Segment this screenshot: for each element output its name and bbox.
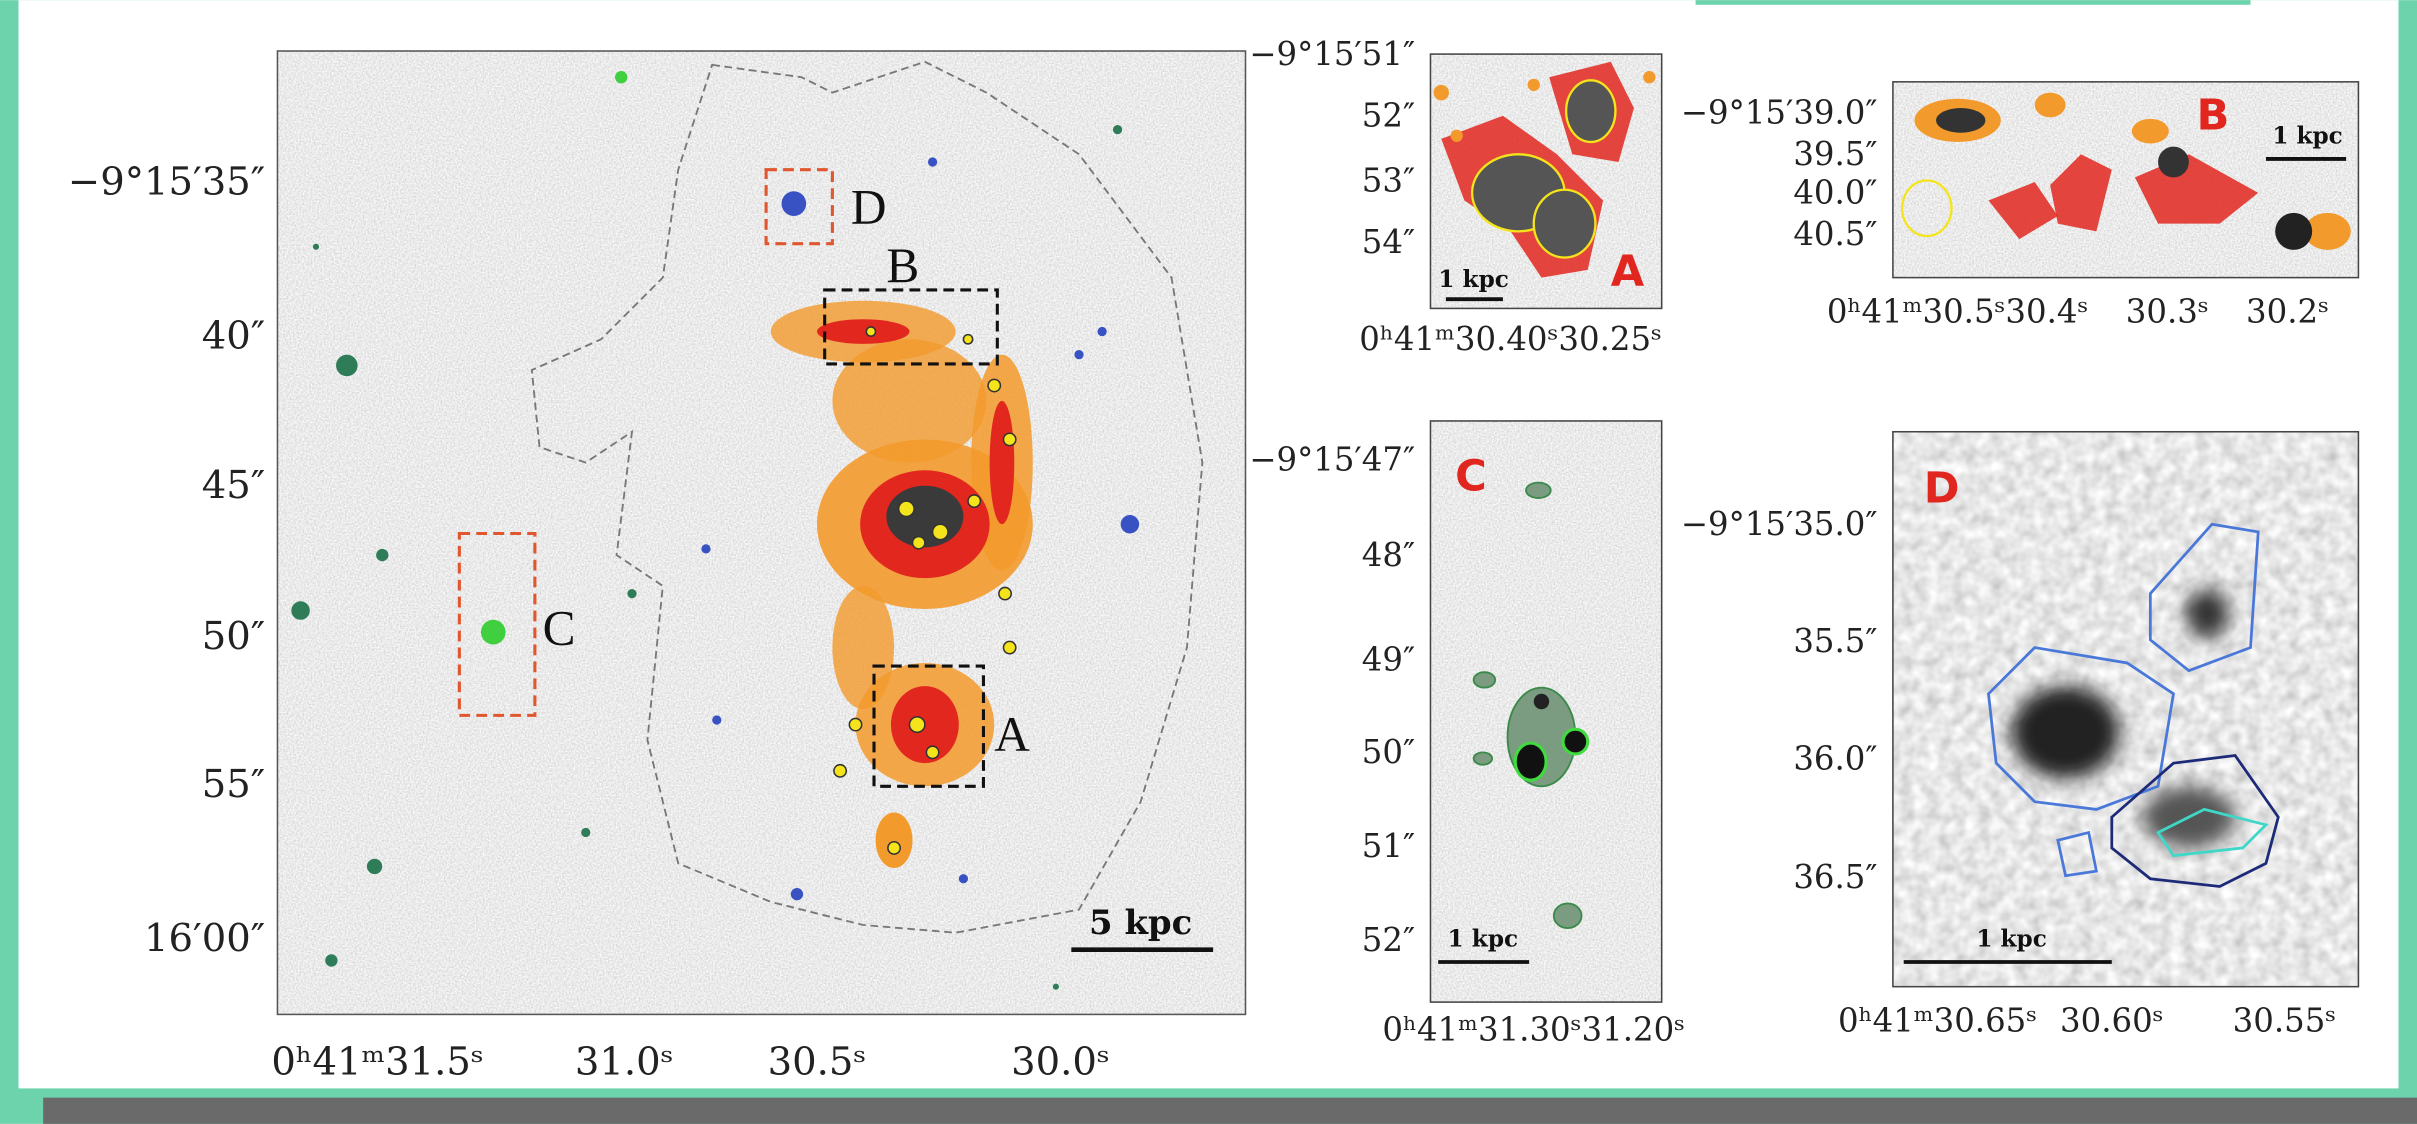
inset-panel: A 1 kpc −9°15′51″ 52″ 53″ 54″ 0ʰ41ᵐ30.40… xyxy=(1249,35,1663,358)
frame-tab xyxy=(1695,0,2251,5)
y-label: 16′00″ xyxy=(144,916,265,961)
x-label: 30.55ˢ xyxy=(2233,1001,2337,1039)
region-box xyxy=(823,288,999,366)
y-label: 36.0″ xyxy=(1793,739,1877,777)
x-label: 30.0ˢ xyxy=(1011,1040,1110,1085)
star-forming-regions xyxy=(770,300,1033,868)
region-box xyxy=(764,168,834,246)
panel-letter: D xyxy=(1924,464,1960,514)
blue-sources xyxy=(701,157,1140,901)
y-label: 52″ xyxy=(1362,921,1415,959)
y-label: 45″ xyxy=(202,463,265,508)
x-label: 0ʰ41ᵐ30.5ˢ30.4ˢ xyxy=(1827,292,2089,330)
y-label: −9°15′47″ xyxy=(1249,440,1415,478)
y-label: 54″ xyxy=(1362,223,1415,261)
panel-border xyxy=(1892,81,2360,279)
frame-shadow xyxy=(43,1097,2417,1124)
x-label: 0ʰ41ᵐ31.5ˢ xyxy=(271,1040,484,1085)
y-label: −9°15′35.0″ xyxy=(1681,505,1878,543)
y-label: 50″ xyxy=(202,614,265,659)
y-label: 35.5″ xyxy=(1793,622,1877,660)
y-label: 40.5″ xyxy=(1793,215,1877,253)
y-label: 40.0″ xyxy=(1793,174,1877,212)
inset-panel: B 1 kpc −9°15′39.0″ 39.5″ 40.0″ 40.5″ 0ʰ… xyxy=(1681,81,2360,330)
panel-letter: A xyxy=(1611,246,1645,296)
scale-label: 1 kpc xyxy=(1448,926,1518,953)
y-label: −9°15′35″ xyxy=(68,159,265,204)
panel-letter: B xyxy=(2197,91,2230,141)
scale-label: 1 kpc xyxy=(1976,926,2046,953)
y-label: 51″ xyxy=(1362,827,1415,865)
x-label: 0ʰ41ᵐ30.65ˢ xyxy=(1838,1001,2037,1039)
y-label: 49″ xyxy=(1362,641,1415,679)
main-panel: D B A C 5 kpc −9°15′35″ 40″ 45″ 50″ 55″ … xyxy=(68,50,1247,1085)
x-label: 30.60ˢ xyxy=(2060,1001,2164,1039)
region-box xyxy=(872,664,985,788)
image-background xyxy=(277,51,1246,1015)
y-label: −9°15′51″ xyxy=(1249,35,1415,73)
inset-panel: C 1 kpc −9°15′47″ 48″ 49″ 50″ 51″ 52″ 0ʰ… xyxy=(1249,420,1685,1049)
inset-panel: D 1 kpc −9°15′35.0″ 35.5″ 36.0″ 36.5″ 0ʰ… xyxy=(1681,430,2360,1039)
region-box xyxy=(457,531,537,717)
x-label: 30.5ˢ xyxy=(768,1040,867,1085)
panel-border xyxy=(276,50,1247,1016)
image-background xyxy=(1892,431,2359,987)
panel-border xyxy=(1429,53,1663,310)
galaxy-outline xyxy=(530,60,1204,934)
x-label: 0ʰ41ᵐ30.40ˢ30.25ˢ xyxy=(1359,320,1662,358)
panel-border xyxy=(1429,420,1663,1003)
scale-label: 1 kpc xyxy=(1438,266,1508,293)
y-label: 53″ xyxy=(1362,161,1415,199)
x-label: 31.0ˢ xyxy=(575,1040,674,1085)
y-label: 40″ xyxy=(202,314,265,359)
x-label: 30.2ˢ xyxy=(2246,292,2329,330)
region-label: D xyxy=(851,180,887,235)
y-label: 36.5″ xyxy=(1793,858,1877,896)
panel-letter: C xyxy=(1455,451,1487,501)
y-label: 50″ xyxy=(1362,733,1415,771)
region-label: B xyxy=(886,238,919,293)
green-sources xyxy=(291,71,1123,990)
y-label: −9°15′39.0″ xyxy=(1681,93,1878,131)
y-label: 48″ xyxy=(1362,536,1415,574)
region-label: C xyxy=(543,600,576,655)
x-label: 30.3ˢ xyxy=(2126,292,2209,330)
y-label: 39.5″ xyxy=(1793,135,1877,173)
scale-label: 1 kpc xyxy=(2272,122,2342,149)
x-label: 0ʰ41ᵐ31.30ˢ31.20ˢ xyxy=(1382,1011,1685,1049)
y-label: 52″ xyxy=(1362,97,1415,135)
scale-label: 5 kpc xyxy=(1089,902,1192,942)
panel-border xyxy=(1892,430,2360,988)
y-label: 55″ xyxy=(202,762,265,807)
region-label: A xyxy=(994,707,1030,762)
